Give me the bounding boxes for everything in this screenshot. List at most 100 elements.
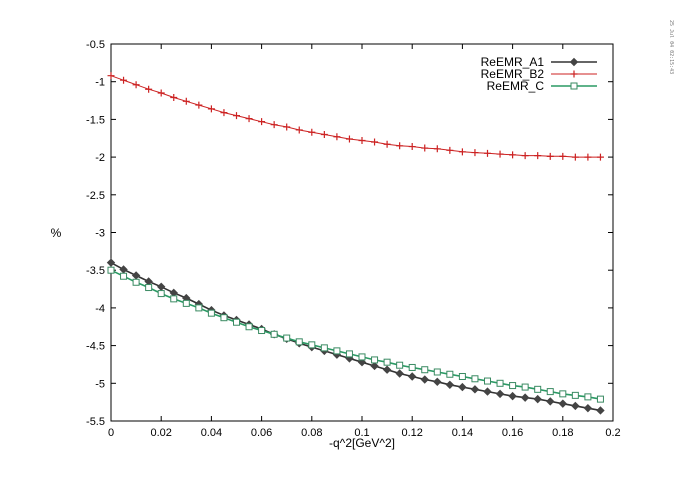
x-tick-label: 0.1 xyxy=(354,427,369,439)
data-point xyxy=(383,140,391,148)
data-point xyxy=(433,377,442,386)
data-point xyxy=(370,361,379,371)
data-point xyxy=(170,94,178,102)
y-axis-label: % xyxy=(51,226,62,240)
data-point xyxy=(546,397,555,406)
data-point xyxy=(521,152,529,160)
series-line xyxy=(110,261,601,412)
series-ReEMR_A1 xyxy=(106,258,605,415)
data-point xyxy=(120,76,128,84)
y-tick-label: -4 xyxy=(95,303,105,315)
series-layer xyxy=(106,72,605,415)
x-tick-label: 0.04 xyxy=(201,427,222,439)
data-point xyxy=(320,130,328,138)
x-tick-label: 0.18 xyxy=(552,427,573,439)
data-point xyxy=(145,284,153,292)
data-point xyxy=(421,144,429,152)
series-ReEMR_C xyxy=(107,266,604,403)
data-point xyxy=(407,372,417,381)
data-point xyxy=(283,123,291,131)
data-point xyxy=(220,314,228,322)
y-tick-label: -5 xyxy=(95,378,105,390)
data-point xyxy=(371,138,379,146)
legend-label: ReEMR_A1 xyxy=(481,55,545,69)
data-point xyxy=(559,152,567,160)
data-point xyxy=(382,365,392,374)
data-point xyxy=(471,375,479,383)
data-point xyxy=(496,150,504,158)
data-point xyxy=(421,366,429,374)
x-tick-label: 0 xyxy=(108,427,114,439)
data-point xyxy=(182,299,190,307)
data-point xyxy=(420,375,429,384)
data-point xyxy=(145,85,153,93)
data-point xyxy=(458,382,467,392)
data-point xyxy=(182,97,190,105)
data-point xyxy=(496,379,504,387)
data-point xyxy=(583,403,593,413)
data-point xyxy=(571,153,579,161)
data-point xyxy=(258,327,266,335)
data-point xyxy=(371,356,379,364)
x-tick-label: 0.02 xyxy=(150,427,171,439)
y-tick-label: -3 xyxy=(95,228,105,240)
data-point xyxy=(396,142,404,150)
legend-marker xyxy=(569,57,579,67)
data-point xyxy=(408,143,416,151)
data-point xyxy=(245,115,253,123)
legend-entry: ReEMR_C xyxy=(487,79,597,93)
y-tick-label: -5.5 xyxy=(86,416,105,428)
x-tick-label: 0.12 xyxy=(401,427,422,439)
y-tick-label: -2 xyxy=(95,152,105,164)
legend-label: ReEMR_B2 xyxy=(481,67,545,81)
data-point xyxy=(157,290,165,298)
data-point xyxy=(270,121,278,129)
y-axis-ticks: -0.5 -1 -1.5 -2 -2.5 -3 -3.5 -4 -4.5 -5 -5.5 xyxy=(86,39,613,428)
data-point xyxy=(584,153,592,161)
data-point xyxy=(195,101,203,109)
data-point xyxy=(107,72,115,80)
data-point xyxy=(446,370,454,378)
data-point xyxy=(258,118,266,126)
series-line xyxy=(110,75,601,158)
data-point xyxy=(396,361,404,369)
data-point xyxy=(483,387,492,396)
legend-entry: ReEMR_B2 xyxy=(481,67,597,81)
data-point xyxy=(220,109,228,117)
data-point xyxy=(433,368,441,376)
data-point xyxy=(509,151,517,159)
data-point xyxy=(458,148,466,156)
y-tick-label: -2.5 xyxy=(86,190,105,202)
x-axis-label: -q^2[GeV^2] xyxy=(329,436,395,450)
data-point xyxy=(131,271,141,280)
data-point xyxy=(357,357,367,367)
legend-label: ReEMR_C xyxy=(487,79,545,93)
data-point xyxy=(571,401,580,411)
data-point xyxy=(358,353,366,361)
data-point xyxy=(596,406,605,415)
data-point xyxy=(169,288,178,298)
data-point xyxy=(458,373,466,381)
data-point xyxy=(106,258,116,267)
data-point xyxy=(571,391,579,399)
data-point xyxy=(484,377,491,385)
series-line xyxy=(110,269,601,400)
data-point xyxy=(484,149,491,157)
data-point xyxy=(345,350,353,358)
x-tick-label: 0.16 xyxy=(502,427,523,439)
legend-marker xyxy=(570,70,578,78)
data-point xyxy=(395,369,404,378)
data-point xyxy=(295,338,303,346)
data-point xyxy=(107,266,115,274)
data-point xyxy=(207,309,215,317)
data-point xyxy=(559,390,567,398)
data-point xyxy=(408,363,416,371)
y-tick-label: -1.5 xyxy=(86,114,105,126)
data-point xyxy=(156,282,166,291)
data-point xyxy=(233,112,240,120)
data-point xyxy=(521,383,529,391)
data-point xyxy=(495,389,505,399)
data-point xyxy=(295,126,303,134)
data-point xyxy=(508,391,517,401)
x-axis-ticks: 0 0.02 0.04 0.06 0.08 0.1 0.12 0.14 0.16 0.18 0.2 xyxy=(108,44,621,439)
